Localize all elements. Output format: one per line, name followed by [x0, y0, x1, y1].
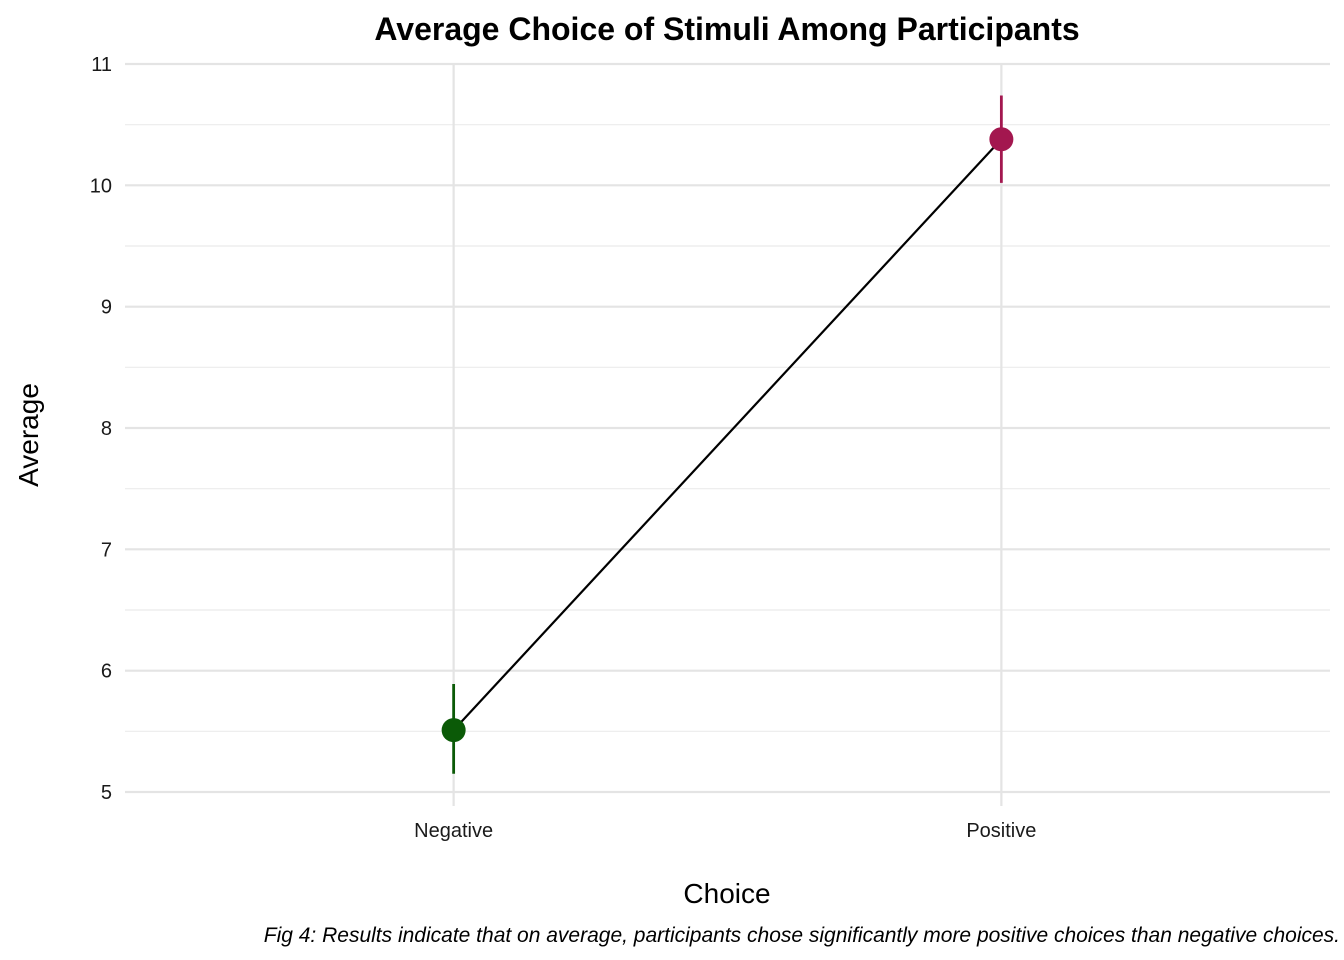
series-line	[452, 138, 1003, 731]
x-tick-label: Positive	[966, 820, 1036, 842]
y-tick-label: 8	[101, 418, 112, 440]
chart-title: Average Choice of Stimuli Among Particip…	[374, 11, 1079, 47]
y-axis-label: Average	[13, 383, 44, 487]
data-point	[441, 718, 466, 743]
major-gridlines	[125, 62, 1330, 806]
data-marks	[441, 95, 1014, 774]
data-point	[989, 127, 1014, 152]
y-tick-label: 7	[101, 539, 112, 561]
y-tick-label: 5	[101, 782, 112, 804]
y-tick-label: 11	[91, 54, 112, 76]
x-tick-label: Negative	[414, 820, 493, 842]
x-axis-label: Choice	[683, 878, 770, 909]
y-tick-label: 10	[90, 175, 112, 197]
figure-caption: Fig 4: Results indicate that on average,…	[264, 924, 1340, 947]
y-tick-label: 9	[101, 297, 112, 319]
minor-gridlines	[125, 124, 1330, 732]
y-tick-label: 6	[101, 661, 112, 683]
tick-labels: 5 6 7 8 9 10 11 Negative Positive	[90, 54, 1037, 842]
